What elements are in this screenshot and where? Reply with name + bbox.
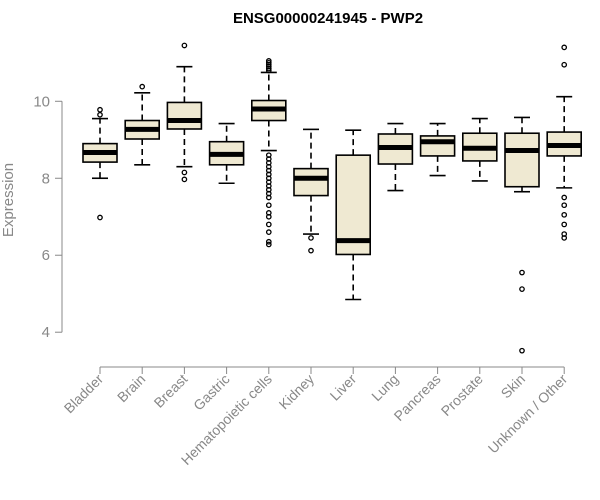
x-tick-label-2: Breast bbox=[151, 371, 191, 411]
outlier-11-2 bbox=[561, 194, 568, 201]
outlier-11-5 bbox=[561, 221, 568, 228]
box-11 bbox=[546, 44, 583, 241]
x-tick-label-7: Lung bbox=[368, 371, 401, 404]
x-tick-label-9: Prostate bbox=[438, 371, 486, 419]
x-tick-label-11: Unknown / Other bbox=[485, 371, 571, 457]
outlier-4-5 bbox=[265, 58, 272, 64]
outlier-4-4 bbox=[265, 59, 272, 66]
outlier-0-0 bbox=[97, 111, 103, 118]
x-tick-label-10: Skin bbox=[498, 371, 529, 402]
outlier-4-23 bbox=[265, 238, 272, 245]
x-tick-label-6: Liver bbox=[327, 371, 360, 404]
box-2 bbox=[166, 42, 203, 183]
outlier-4-17 bbox=[265, 194, 272, 201]
iqr-box-8 bbox=[419, 135, 456, 157]
outlier-4-22 bbox=[265, 229, 272, 235]
x-tick-label-0: Bladder bbox=[61, 371, 107, 417]
outlier-11-1 bbox=[561, 44, 568, 51]
box-6 bbox=[335, 129, 372, 301]
iqr-box-5 bbox=[293, 167, 329, 197]
y-axis-label: Expression bbox=[0, 163, 17, 237]
box-5 bbox=[293, 128, 329, 254]
outlier-1-0 bbox=[139, 83, 146, 90]
outlier-11-7 bbox=[561, 235, 568, 241]
outlier-11-4 bbox=[561, 211, 568, 218]
outlier-2-0 bbox=[181, 42, 188, 49]
outlier-2-2 bbox=[181, 176, 188, 183]
chart-title: ENSG00000241945 - PWP2 bbox=[233, 10, 423, 27]
outlier-11-3 bbox=[561, 202, 568, 209]
y-tick-label-1: 6 bbox=[42, 247, 50, 264]
outlier-4-18 bbox=[265, 202, 272, 209]
box-0 bbox=[82, 106, 118, 221]
y-tick-label-3: 10 bbox=[33, 93, 50, 110]
outlier-4-20 bbox=[265, 213, 272, 220]
box-1 bbox=[124, 83, 160, 166]
outlier-0-1 bbox=[97, 106, 103, 113]
y-tick-label-0: 4 bbox=[42, 324, 50, 341]
box-10 bbox=[504, 116, 540, 354]
box-9 bbox=[461, 117, 498, 182]
y-tick-label-2: 8 bbox=[42, 170, 50, 187]
box-4 bbox=[251, 58, 287, 248]
x-tick-label-1: Brain bbox=[114, 371, 148, 405]
outlier-5-1 bbox=[308, 247, 314, 254]
x-tick-label-5: Kidney bbox=[276, 371, 318, 413]
y-axis: 4 6 8 10 bbox=[33, 93, 63, 341]
outlier-4-21 bbox=[265, 221, 272, 228]
box-series bbox=[82, 42, 583, 354]
outlier-4-24 bbox=[265, 241, 272, 248]
outlier-2-1 bbox=[181, 169, 188, 176]
box-7 bbox=[377, 122, 414, 192]
box-3 bbox=[208, 122, 245, 185]
iqr-box-6 bbox=[335, 154, 372, 256]
outlier-11-0 bbox=[561, 61, 568, 68]
iqr-box-2 bbox=[166, 101, 203, 130]
outlier-10-2 bbox=[519, 347, 525, 354]
box-8 bbox=[419, 122, 456, 177]
outlier-10-0 bbox=[519, 269, 525, 276]
outlier-5-0 bbox=[308, 235, 314, 241]
iqr-box-10 bbox=[504, 132, 540, 188]
outlier-10-1 bbox=[519, 286, 525, 292]
x-tick-label-8: Pancreas bbox=[391, 371, 444, 424]
outlier-0-2 bbox=[97, 214, 103, 221]
